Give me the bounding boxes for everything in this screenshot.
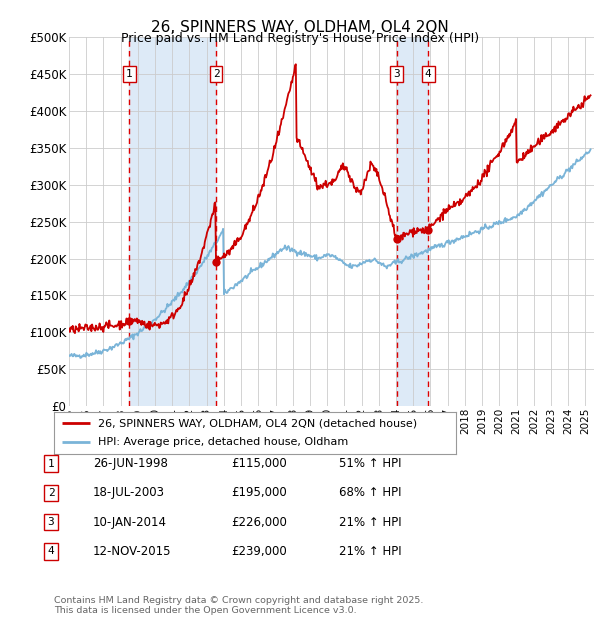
Text: 26-JUN-1998: 26-JUN-1998 bbox=[93, 458, 168, 470]
Text: HPI: Average price, detached house, Oldham: HPI: Average price, detached house, Oldh… bbox=[98, 438, 349, 448]
Text: 26, SPINNERS WAY, OLDHAM, OL4 2QN: 26, SPINNERS WAY, OLDHAM, OL4 2QN bbox=[151, 20, 449, 35]
Text: Price paid vs. HM Land Registry's House Price Index (HPI): Price paid vs. HM Land Registry's House … bbox=[121, 32, 479, 45]
Text: 26, SPINNERS WAY, OLDHAM, OL4 2QN (detached house): 26, SPINNERS WAY, OLDHAM, OL4 2QN (detac… bbox=[98, 418, 418, 428]
Text: 4: 4 bbox=[425, 69, 431, 79]
Text: Contains HM Land Registry data © Crown copyright and database right 2025.
This d: Contains HM Land Registry data © Crown c… bbox=[54, 596, 424, 615]
Text: 1: 1 bbox=[125, 69, 133, 79]
Text: 10-JAN-2014: 10-JAN-2014 bbox=[93, 516, 167, 528]
Text: 21% ↑ HPI: 21% ↑ HPI bbox=[339, 516, 401, 528]
Text: 3: 3 bbox=[47, 517, 55, 527]
Text: 18-JUL-2003: 18-JUL-2003 bbox=[93, 487, 165, 499]
Text: 2: 2 bbox=[212, 69, 220, 79]
Text: £239,000: £239,000 bbox=[231, 545, 287, 557]
Text: 2: 2 bbox=[47, 488, 55, 498]
Text: £226,000: £226,000 bbox=[231, 516, 287, 528]
Bar bbox=[397, 37, 428, 406]
Text: 51% ↑ HPI: 51% ↑ HPI bbox=[339, 458, 401, 470]
Text: 3: 3 bbox=[393, 69, 400, 79]
Bar bbox=[129, 37, 216, 406]
Text: 12-NOV-2015: 12-NOV-2015 bbox=[93, 545, 172, 557]
Text: 68% ↑ HPI: 68% ↑ HPI bbox=[339, 487, 401, 499]
Text: 1: 1 bbox=[47, 459, 55, 469]
Text: £115,000: £115,000 bbox=[231, 458, 287, 470]
Text: £195,000: £195,000 bbox=[231, 487, 287, 499]
Text: 21% ↑ HPI: 21% ↑ HPI bbox=[339, 545, 401, 557]
Text: 4: 4 bbox=[47, 546, 55, 556]
